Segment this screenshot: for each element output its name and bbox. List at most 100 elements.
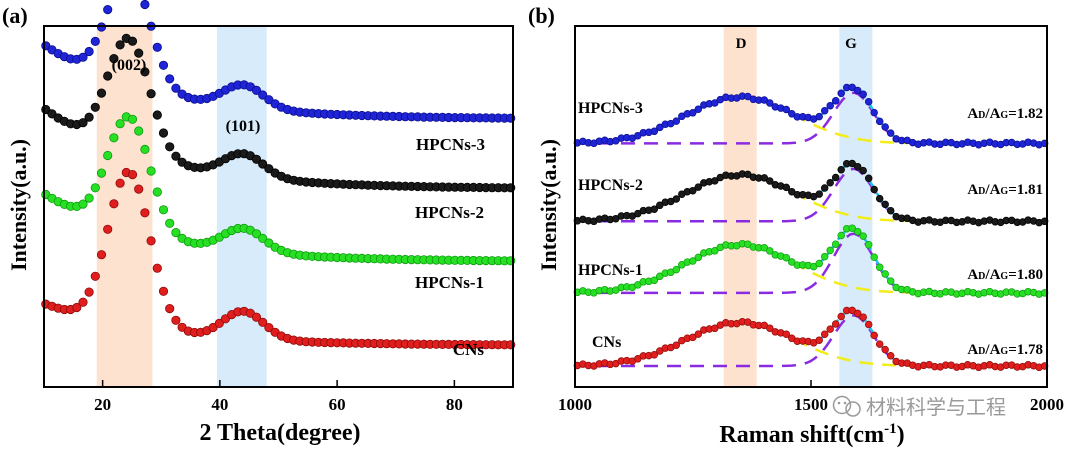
data-point xyxy=(103,224,113,234)
ratio-label: AD/AG=1.80 xyxy=(967,267,1043,283)
data-point xyxy=(134,48,144,58)
data-point xyxy=(165,218,175,228)
data-point xyxy=(859,166,867,175)
data-point xyxy=(264,164,274,174)
y-axis-label-a: Intensity(a.u.) xyxy=(6,139,31,271)
data-point xyxy=(84,46,94,57)
data-point xyxy=(214,318,224,328)
data-point xyxy=(831,173,840,182)
axes-frame-b xyxy=(574,25,1048,388)
data-point xyxy=(820,252,829,261)
x-axis-label-a: 2 Theta(degree) xyxy=(199,420,360,446)
data-point xyxy=(766,99,774,107)
data-point xyxy=(766,177,774,185)
panel-a: 20 40 60 80 HPCNs-3 HPCNs-2 HPCNs-1 CNs (a) (0… xyxy=(2,0,516,446)
x-tick-label: 60 xyxy=(329,395,346,414)
ratio-label: AD/AG=1.82 xyxy=(967,106,1043,122)
data-point xyxy=(864,241,873,249)
data-point xyxy=(140,67,150,77)
data-point xyxy=(127,114,138,124)
band-101 xyxy=(216,27,267,386)
data-point xyxy=(127,170,138,180)
data-point xyxy=(165,74,175,84)
data-point xyxy=(152,110,162,120)
data-point xyxy=(96,168,107,178)
data-point xyxy=(264,238,274,248)
data-point xyxy=(875,117,884,126)
data-point xyxy=(84,193,94,203)
data-point xyxy=(152,187,162,197)
series-label: HPCNs-3 xyxy=(578,100,643,117)
band-D xyxy=(723,27,757,386)
axes-frame-a xyxy=(43,25,514,388)
series-labels-a: HPCNs-3 HPCNs-2 HPCNs-1 CNs xyxy=(415,135,485,359)
data-point xyxy=(848,159,856,168)
watermark-text: 材料科学与工程 xyxy=(866,395,1006,419)
data-point xyxy=(711,247,719,255)
data-point xyxy=(152,263,162,273)
data-point xyxy=(853,227,862,236)
data-point xyxy=(72,302,82,313)
data-point xyxy=(820,184,829,192)
data-point xyxy=(78,118,88,128)
data-point xyxy=(766,324,774,332)
data-point xyxy=(820,106,829,115)
data-point xyxy=(84,112,94,122)
data-point xyxy=(875,263,884,272)
data-point xyxy=(881,200,889,209)
data-point xyxy=(165,142,175,152)
series-label: HPCNs-1 xyxy=(578,262,643,279)
x-tick-label: 40 xyxy=(211,395,228,414)
data-point xyxy=(711,324,719,333)
data-point xyxy=(870,185,878,194)
data-point xyxy=(881,345,889,354)
data-points-a xyxy=(41,0,516,350)
data-point xyxy=(158,128,169,138)
panel-b: 1000 1500 2000 HPCNs-3 AD/AG=1.82 HPCNs-2 AD/… xyxy=(528,3,1064,448)
data-point xyxy=(171,315,181,325)
data-point xyxy=(886,277,895,285)
data-point xyxy=(886,352,895,360)
data-point xyxy=(837,312,845,321)
data-point xyxy=(158,286,169,296)
watermark: 材料科学与工程 xyxy=(832,395,1006,419)
data-point xyxy=(694,183,703,191)
data-point xyxy=(650,276,659,285)
data-point xyxy=(90,183,100,193)
data-point xyxy=(881,270,889,278)
data-point xyxy=(258,317,268,327)
data-point xyxy=(711,177,719,185)
data-point xyxy=(171,83,181,93)
data-point xyxy=(672,265,681,274)
data-point xyxy=(848,224,856,232)
data-point xyxy=(694,105,703,113)
data-point xyxy=(689,109,697,117)
data-point xyxy=(689,186,697,195)
data-point xyxy=(656,272,664,281)
data-point xyxy=(875,194,884,203)
data-point xyxy=(264,95,274,105)
data-point xyxy=(158,60,169,70)
data-point xyxy=(158,205,169,215)
series-label: HPCNs-2 xyxy=(415,203,484,222)
data-point xyxy=(870,108,878,117)
data-point xyxy=(258,233,268,243)
data-point xyxy=(672,195,681,203)
data-point xyxy=(694,253,703,262)
band-label-D: D xyxy=(736,36,747,52)
data-point xyxy=(881,123,889,131)
x-tick-label: 1500 xyxy=(794,395,828,414)
data-point xyxy=(78,297,88,307)
bands-a xyxy=(96,27,267,386)
data-point xyxy=(140,144,150,154)
data-point xyxy=(782,330,791,338)
data-point xyxy=(171,228,181,238)
x-tick-label: 2000 xyxy=(1030,395,1064,414)
bands-b xyxy=(723,27,873,386)
data-point xyxy=(650,205,659,213)
data-point xyxy=(78,52,88,62)
data-point xyxy=(831,320,840,328)
data-point xyxy=(853,162,862,171)
data-point xyxy=(853,309,862,318)
data-point xyxy=(146,89,156,99)
